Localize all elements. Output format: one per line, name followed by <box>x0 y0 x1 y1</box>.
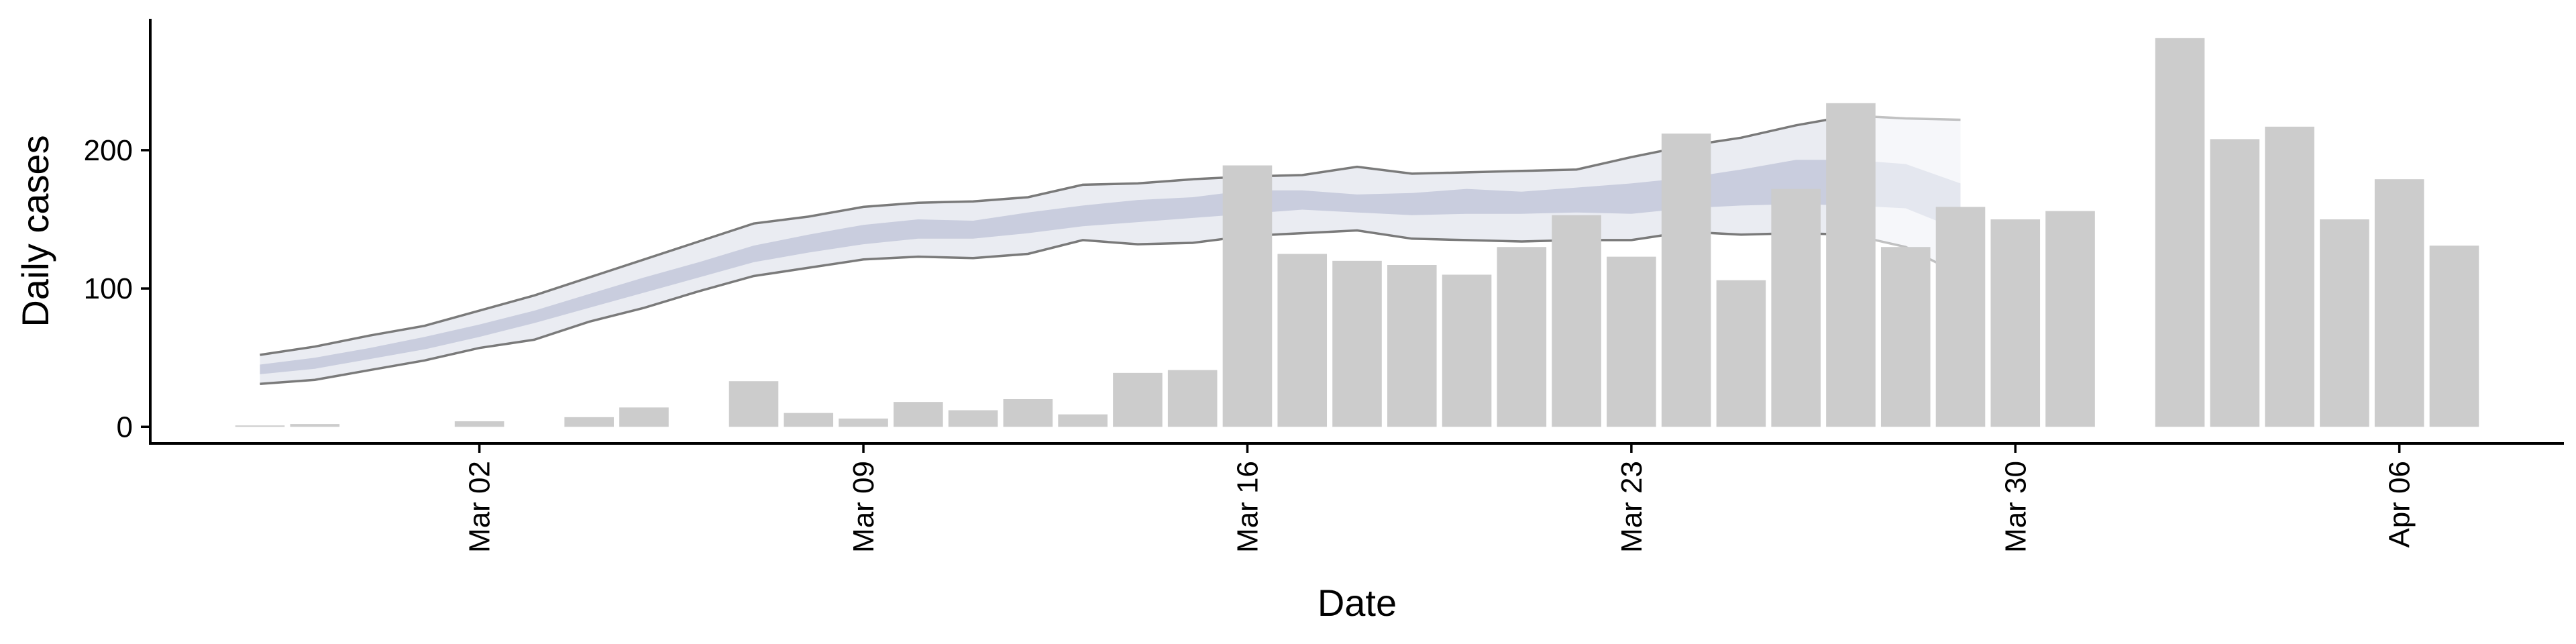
x-tick-label: Apr 06 <box>2383 461 2416 548</box>
bar-2020-03-30 <box>1990 219 2041 427</box>
y-axis-ticks: 0 100 200 <box>84 134 150 443</box>
bar-2020-03-20 <box>1442 274 1492 427</box>
x-tick-label: Mar 02 <box>464 461 496 553</box>
bar-2020-03-05 <box>619 407 669 427</box>
bar-2020-03-26 <box>1771 189 1821 427</box>
bar-2020-03-09 <box>839 418 888 427</box>
y-axis-title: Daily cases <box>14 135 56 327</box>
inner-band-late <box>1851 160 1961 231</box>
bar-2020-03-17 <box>1277 254 1328 427</box>
bar-2020-03-22 <box>1552 215 1601 427</box>
bar-2020-04-03 <box>2210 139 2260 427</box>
bar-2020-03-31 <box>2045 211 2095 427</box>
bar-2020-03-15 <box>1167 370 1218 427</box>
bar-2020-03-21 <box>1497 247 1547 427</box>
bar-2020-03-23 <box>1607 256 1656 427</box>
bar-2020-03-25 <box>1716 280 1766 427</box>
x-tick-label: Mar 09 <box>847 461 880 553</box>
x-axis-title: Date <box>1318 582 1397 624</box>
y-tick-label: 0 <box>117 411 133 443</box>
x-tick-label: Mar 30 <box>1999 461 2032 553</box>
bar-2020-03-10 <box>894 402 943 427</box>
x-axis-ticks: Mar 02 Mar 09 Mar 16 Mar 23 Mar 30 Apr 06 <box>464 443 2416 553</box>
bar-2020-03-24 <box>1661 133 1711 427</box>
bar-2020-02-28 <box>290 424 340 427</box>
y-tick-label: 100 <box>84 272 133 305</box>
bar-2020-03-19 <box>1387 265 1437 427</box>
bar-2020-03-13 <box>1058 414 1108 427</box>
bar-2020-03-04 <box>564 417 614 427</box>
bar-2020-03-27 <box>1826 103 1876 427</box>
x-tick-label: Mar 23 <box>1615 461 1648 553</box>
bar-2020-04-05 <box>2320 219 2369 427</box>
bar-2020-03-02 <box>454 421 504 427</box>
bar-2020-03-29 <box>1935 207 1986 427</box>
bars-layer <box>235 38 2479 427</box>
bar-2020-04-02 <box>2155 38 2205 427</box>
axes <box>149 19 2564 445</box>
bar-2020-04-04 <box>2265 126 2314 427</box>
y-tick-label: 200 <box>84 134 133 167</box>
bar-2020-03-12 <box>1003 399 1053 427</box>
bar-2020-03-08 <box>784 413 834 427</box>
bar-2020-03-28 <box>1880 247 1931 427</box>
x-tick-label: Mar 16 <box>1232 461 1265 553</box>
bar-2020-03-07 <box>729 381 779 427</box>
bar-2020-03-18 <box>1332 260 1382 427</box>
bar-2020-04-06 <box>2374 179 2424 427</box>
bar-2020-02-27 <box>235 425 285 427</box>
outer-band <box>260 115 1851 384</box>
inner-band <box>260 160 1851 374</box>
outer-band-late <box>1851 115 1961 275</box>
bar-2020-04-07 <box>2429 246 2479 427</box>
bar-2020-03-16 <box>1222 165 1273 427</box>
bar-2020-03-11 <box>948 410 998 427</box>
upper-bound-line <box>260 114 1851 356</box>
bar-2020-03-14 <box>1113 372 1163 427</box>
